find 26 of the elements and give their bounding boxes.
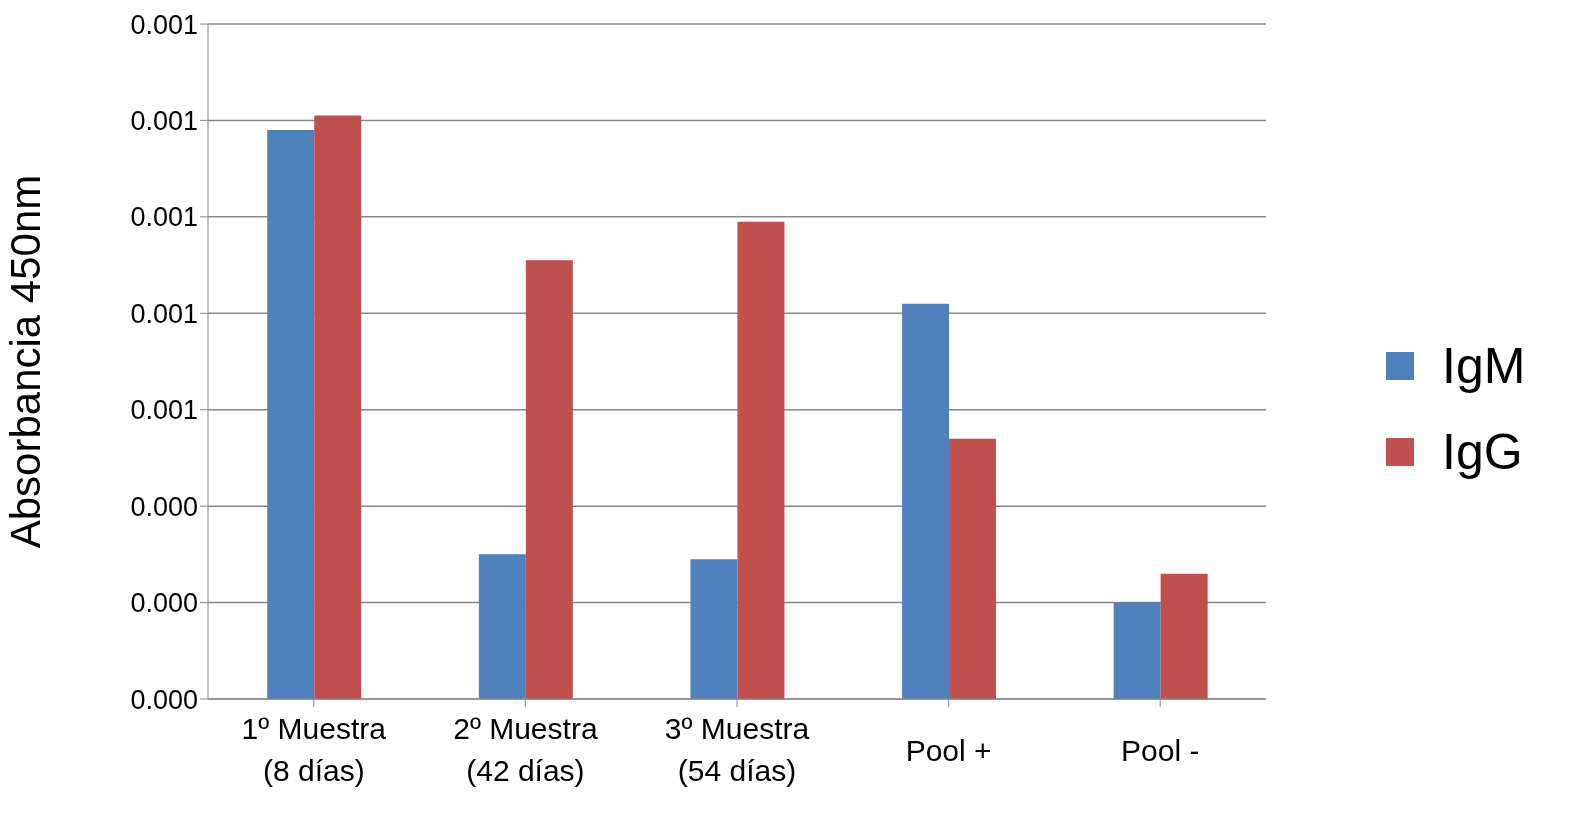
x-tick-label: 3º Muestra (54 días) [664,712,810,787]
bar [314,115,362,699]
bar [267,130,315,699]
x-tick-label: Pool + [905,734,992,767]
x-tick-label: Pool - [1121,734,1200,767]
bar [949,438,997,699]
y-tick-label: 0.000 [130,588,198,619]
legend-label: IgG [1442,422,1523,481]
bar [525,260,573,699]
bar [478,554,526,699]
y-tick-label: 0.001 [130,202,198,233]
y-axis-title: Absorbancia 450nm [1,174,49,549]
bar [1160,573,1208,699]
bar [690,559,738,699]
bar [902,303,950,699]
y-tick-label: 0.001 [130,106,198,137]
y-tick-label: 0.001 [130,9,198,40]
x-tick-label: 1º Muestra (8 días) [241,712,387,787]
legend-label: IgM [1442,336,1526,395]
y-tick-label: 0.001 [130,395,198,426]
bar [737,221,785,699]
y-tick-label: 0.000 [130,491,198,522]
bar [1113,602,1161,699]
x-tick-label: 2º Muestra (42 días) [453,712,598,787]
y-tick-label: 0.001 [130,298,198,329]
y-tick-label: 0.000 [130,684,198,715]
